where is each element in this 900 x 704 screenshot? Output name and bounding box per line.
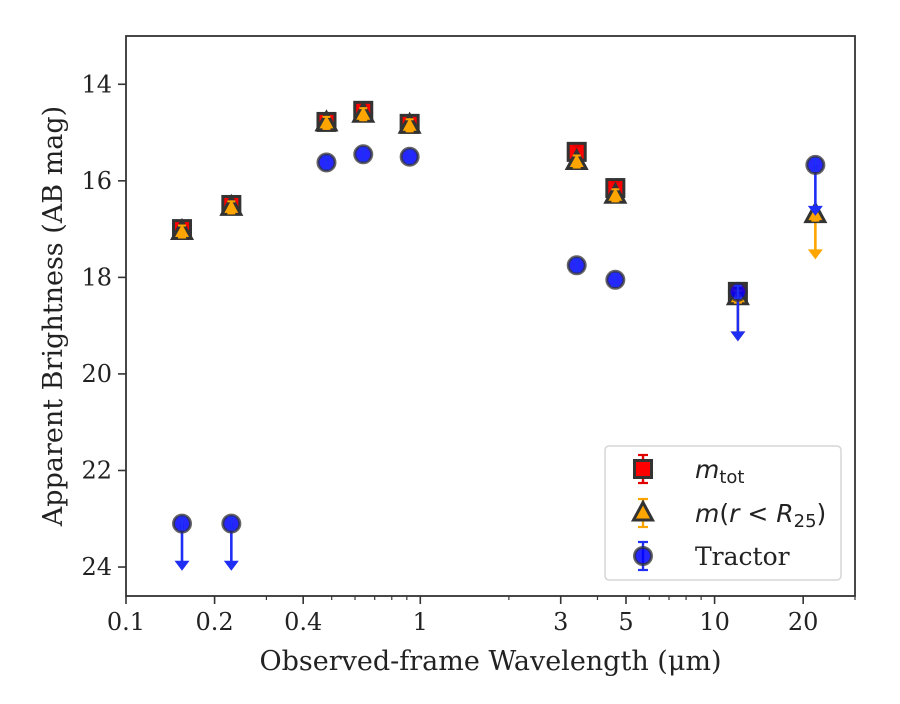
x-axis-label: Observed-frame Wavelength (μm) — [259, 646, 721, 677]
legend: mtot m(r < R25) Tractor — [604, 445, 842, 581]
x-tick-label: 10 — [699, 608, 730, 636]
legend-entry-tractor: Tractor — [633, 540, 790, 572]
x-tick-label: 0.2 — [196, 608, 234, 636]
plot-frame — [125, 35, 856, 597]
legend-marker-triangle — [630, 499, 656, 522]
data-point-tractor — [353, 144, 374, 165]
data-point-tractor — [399, 146, 420, 167]
x-tick-label: 0.4 — [284, 608, 322, 636]
x-tick-label: 0.1 — [107, 608, 145, 636]
data-point-mr25 — [351, 100, 376, 123]
legend-label-mr25: m(r < R25) — [695, 499, 826, 532]
data-point-mr25 — [603, 181, 628, 204]
legend-marker-circle — [633, 546, 653, 566]
x-tick-label: 1 — [413, 608, 428, 636]
data-point-mr25 — [219, 193, 244, 216]
upper-limit-arrow — [807, 205, 823, 216]
data-point-mr25 — [397, 111, 422, 134]
data-point-tractor — [566, 255, 587, 276]
upper-limit-arrow — [174, 560, 190, 571]
x-tick-label: 5 — [618, 608, 633, 636]
y-tick-label: 14 — [81, 70, 112, 98]
data-point-tractor — [727, 281, 748, 342]
data-point-mr25 — [169, 217, 195, 241]
y-axis-label: Apparent Brightness (AB mag) — [38, 106, 69, 527]
data-point-mr25 — [314, 109, 339, 132]
data-point-tractor — [172, 513, 193, 571]
legend-entry-mtot: mtot — [633, 453, 745, 488]
x-tick-label: 3 — [553, 608, 568, 636]
y-tick-label: 20 — [81, 360, 112, 388]
upper-limit-arrow — [223, 560, 239, 571]
upper-limit-arrow — [730, 331, 746, 342]
legend-entry-mr25: m(r < R25) — [630, 497, 826, 532]
upper-limit-arrow — [807, 249, 823, 260]
axis-ticks: 0.1 0.2 0.4 1 3 5 10 20 14 16 18 20 22 24 — [81, 70, 856, 636]
data-point-tractor — [316, 152, 337, 173]
legend-label-tractor: Tractor — [695, 542, 790, 571]
data-point-tractor — [805, 154, 826, 216]
y-tick-label: 22 — [81, 456, 112, 484]
legend-box — [604, 445, 842, 581]
x-tick-label: 20 — [788, 608, 819, 636]
series-tractor — [172, 144, 826, 571]
data-point-mr25 — [564, 147, 589, 171]
y-tick-label: 24 — [81, 553, 112, 581]
data-point-tractor — [221, 513, 242, 571]
legend-marker-square — [633, 459, 653, 479]
data-point-tractor — [605, 269, 626, 290]
y-tick-label: 16 — [81, 167, 112, 195]
data-points — [169, 100, 828, 571]
legend-label-mtot: mtot — [695, 455, 745, 488]
y-tick-label: 18 — [81, 263, 112, 291]
